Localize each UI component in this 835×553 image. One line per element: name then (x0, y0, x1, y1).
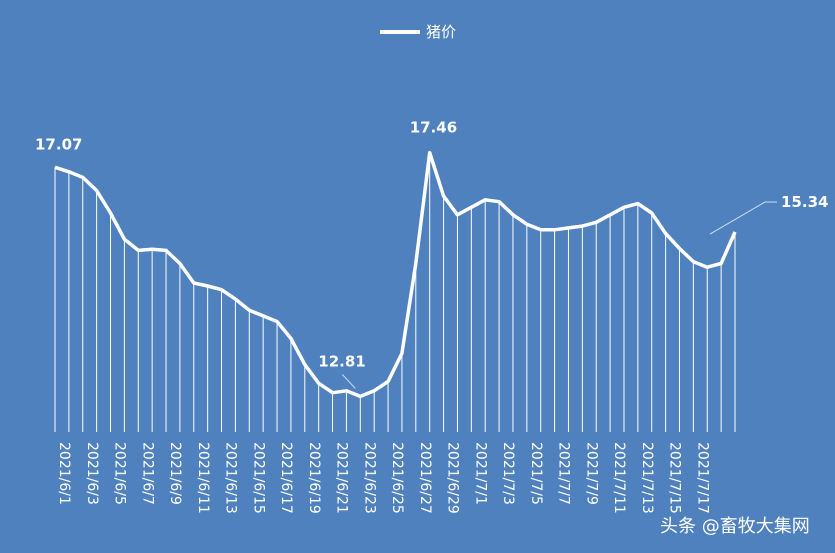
x-tick-label: 2021/6/27 (417, 442, 433, 514)
watermark: 头条 @畜牧大集网 (660, 516, 810, 537)
x-tick-label: 2021/7/9 (583, 442, 599, 505)
x-tick-label: 2021/6/17 (278, 442, 294, 514)
x-tick-label: 2021/7/15 (667, 442, 683, 514)
data-label: 17.46 (410, 119, 457, 137)
x-tick-label: 2021/6/1 (56, 442, 72, 505)
data-label: 15.34 (781, 193, 828, 211)
x-tick-label: 2021/6/13 (223, 442, 239, 514)
data-label: 12.81 (318, 352, 365, 370)
series-line (54, 150, 737, 399)
x-tick-label: 2021/6/7 (139, 442, 155, 505)
drop-lines (54, 152, 736, 432)
data-labels: 17.07 12.81 17.46 15.34 (35, 119, 828, 389)
x-tick-label: 2021/7/17 (694, 442, 710, 514)
x-tick-label: 2021/7/3 (500, 442, 516, 505)
x-axis-ticks: 2021/6/1 2021/6/3 2021/6/5 2021/6/7 2021/6/9… (56, 442, 710, 514)
leader-line (341, 374, 356, 389)
x-tick-label: 2021/6/25 (389, 442, 405, 514)
legend-label: 猪价 (426, 23, 456, 41)
leader-line (709, 201, 777, 235)
data-label: 17.07 (35, 135, 82, 153)
x-tick-label: 2021/6/19 (306, 442, 322, 514)
legend: 猪价 (380, 23, 456, 41)
series-group (54, 150, 737, 399)
x-tick-label: 2021/6/5 (112, 442, 128, 505)
x-tick-label: 2021/6/3 (84, 442, 100, 505)
x-tick-label: 2021/7/1 (472, 442, 488, 505)
x-tick-label: 2021/6/15 (250, 442, 266, 514)
x-tick-label: 2021/6/11 (195, 442, 211, 514)
x-tick-label: 2021/7/5 (528, 442, 544, 505)
x-tick-label: 2021/7/11 (611, 442, 627, 514)
x-tick-label: 2021/6/23 (361, 442, 377, 514)
x-tick-label: 2021/6/29 (445, 442, 461, 514)
x-tick-label: 2021/7/7 (556, 442, 572, 505)
x-tick-label: 2021/6/9 (167, 442, 183, 505)
x-tick-label: 2021/6/21 (334, 442, 350, 514)
x-tick-label: 2021/7/13 (639, 442, 655, 514)
